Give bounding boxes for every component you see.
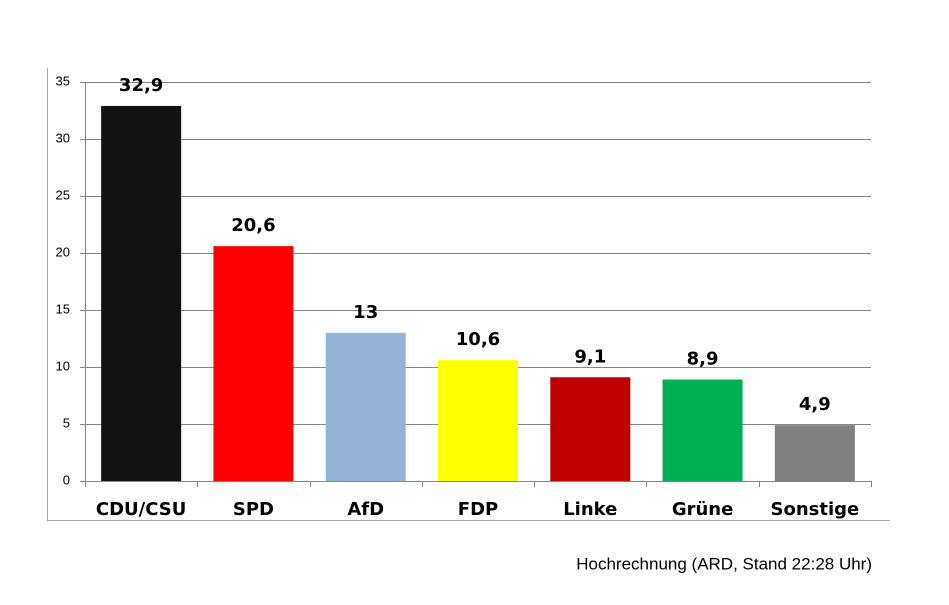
bar bbox=[662, 379, 743, 481]
y-tick-label: 30 bbox=[56, 130, 70, 145]
y-tick-label: 0 bbox=[63, 472, 70, 487]
value-label: 32,9 bbox=[119, 75, 163, 96]
bar bbox=[213, 246, 294, 481]
bar bbox=[101, 105, 182, 481]
value-label: 4,9 bbox=[799, 394, 831, 415]
y-tick-label: 5 bbox=[63, 415, 70, 430]
x-tick-label: SPD bbox=[233, 499, 274, 520]
value-label: 10,6 bbox=[456, 329, 500, 350]
bar bbox=[438, 360, 518, 481]
y-tick-label: 35 bbox=[56, 73, 70, 88]
caption: Hochrechnung (ARD, Stand 22:28 Uhr) bbox=[576, 554, 872, 573]
y-tick-label: 25 bbox=[56, 187, 70, 202]
bar bbox=[325, 332, 406, 481]
x-tick-label: AfD bbox=[347, 499, 384, 520]
value-label: 13 bbox=[353, 302, 378, 323]
value-label: 9,1 bbox=[574, 346, 606, 367]
bar bbox=[774, 425, 855, 481]
x-tick-label: Grüne bbox=[672, 499, 734, 520]
x-tick-label: Sonstige bbox=[770, 499, 859, 520]
value-label: 20,6 bbox=[231, 215, 275, 236]
y-tick-label: 10 bbox=[56, 358, 70, 373]
x-tick-label: CDU/CSU bbox=[96, 499, 186, 520]
x-tick-label: FDP bbox=[458, 499, 498, 520]
bar bbox=[550, 377, 631, 481]
y-tick-label: 20 bbox=[56, 244, 70, 259]
value-label: 8,9 bbox=[687, 349, 719, 370]
y-tick-label: 15 bbox=[56, 301, 70, 316]
x-tick-label: Linke bbox=[563, 499, 617, 520]
